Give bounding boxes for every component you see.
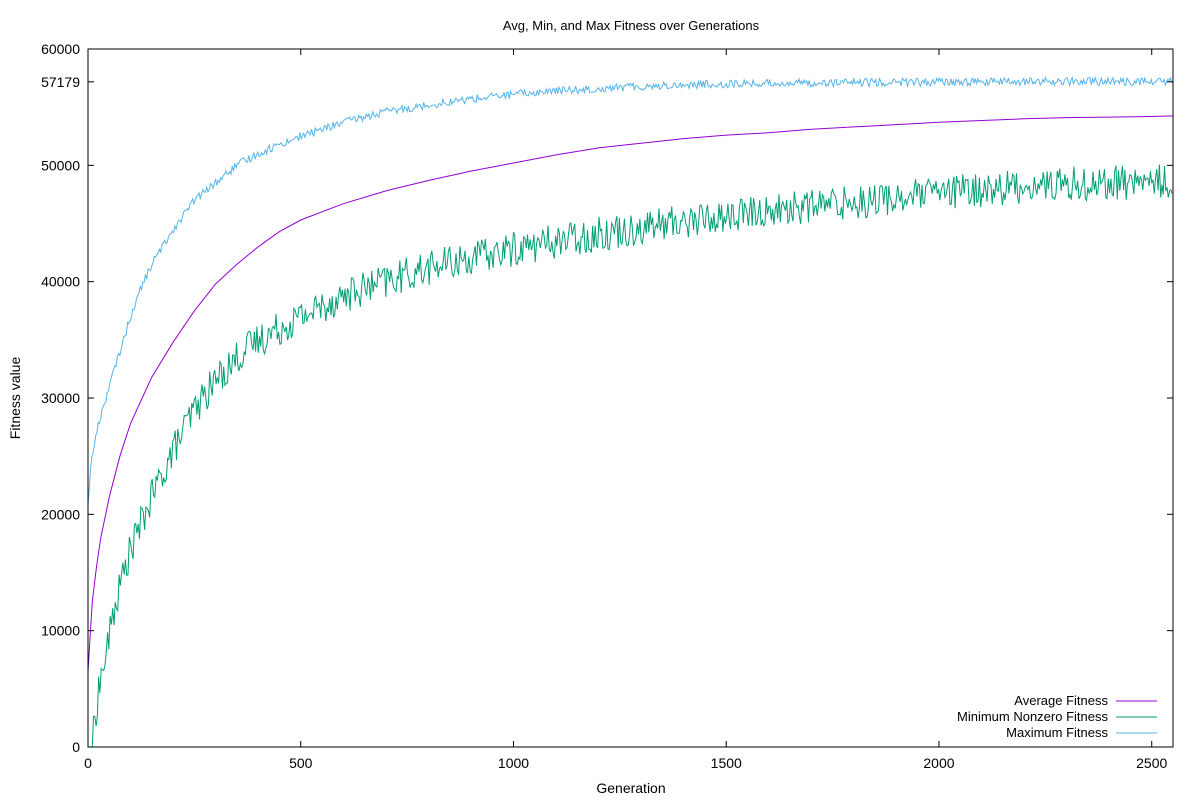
series-line — [87, 115, 1174, 672]
y-tick-label: 0 — [72, 739, 80, 755]
y-tick-label: 30000 — [41, 390, 80, 406]
x-tick-label: 1500 — [711, 755, 742, 771]
y-axis-label: Fitness value — [7, 357, 23, 440]
y-tick-label: 20000 — [41, 506, 80, 522]
y-tick-label: 50000 — [41, 157, 80, 173]
x-tick-label: 0 — [84, 755, 92, 771]
y-axis: 0 10000 20000 30000 40000 50000 57179 60000 — [41, 41, 1173, 755]
y-tick-label: 60000 — [41, 41, 80, 57]
series-line — [91, 164, 1173, 748]
legend-entry-label: Maximum Fitness — [1006, 725, 1108, 740]
chart-title: Avg, Min, and Max Fitness over Generatio… — [503, 18, 760, 33]
legend-entry-label: Average Fitness — [1014, 693, 1108, 708]
y-tick-label: 40000 — [41, 274, 80, 290]
x-tick-label: 2000 — [923, 755, 954, 771]
y-tick-label: 10000 — [41, 623, 80, 639]
x-axis-label: Generation — [596, 780, 665, 796]
plot-frame — [87, 48, 1174, 748]
x-tick-label: 500 — [289, 755, 313, 771]
x-tick-label: 1000 — [498, 755, 529, 771]
series-line — [87, 75, 1174, 505]
series-layer — [87, 75, 1174, 748]
legend-entry-label: Minimum Nonzero Fitness — [957, 709, 1108, 724]
y-tick-label: 57179 — [41, 74, 80, 90]
x-axis: 0 500 1000 1500 2000 2500 — [84, 49, 1168, 771]
x-tick-label: 2500 — [1136, 755, 1167, 771]
